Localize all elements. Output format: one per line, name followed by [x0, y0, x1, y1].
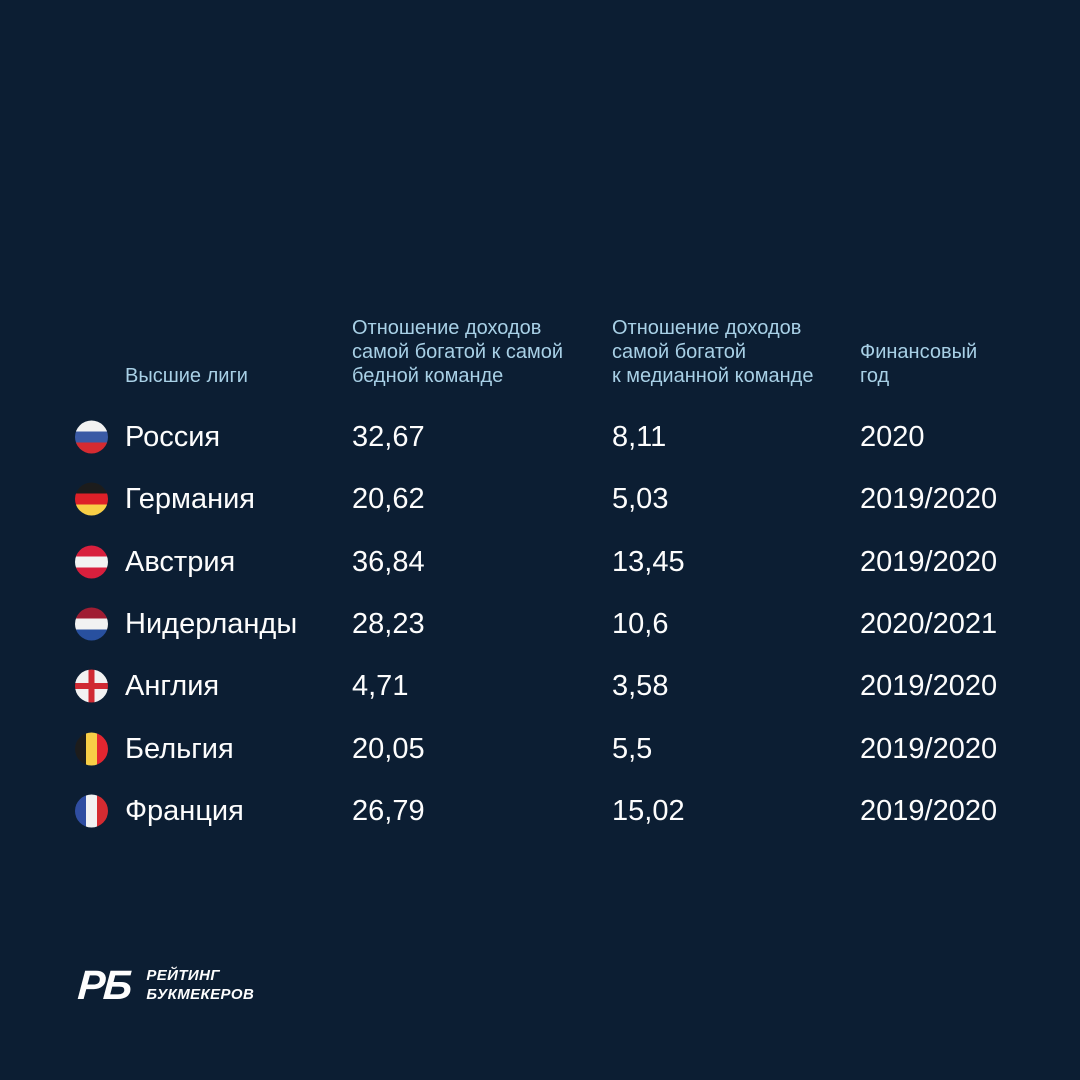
germany-flag-icon	[75, 482, 108, 516]
france-flag-icon	[75, 794, 108, 828]
rich-to-median-value: 3,58	[612, 670, 669, 702]
financial-year-value: 2019/2020	[860, 733, 998, 765]
header-rich-to-median-ratio: Отношение доходов самой богатой к медиан…	[612, 316, 813, 388]
rich-to-poor-value: 26,79	[352, 795, 425, 827]
country-name: Англия	[125, 670, 220, 702]
rich-to-median-value: 13,45	[612, 546, 685, 578]
rb-logo-wordmark: РЕЙТИНГ БУКМЕКЕРОВ	[146, 966, 254, 1004]
russia-flag-icon	[75, 420, 108, 454]
rich-to-poor-value: 20,05	[352, 733, 425, 765]
rich-to-poor-value: 36,84	[352, 546, 425, 578]
header-line: к медианной команде	[612, 365, 814, 387]
header-top-leagues: Высшие лиги	[125, 364, 248, 388]
netherlands-flag-icon	[75, 607, 108, 641]
country-name: Россия	[125, 421, 221, 453]
table-row: Франция 26,79 15,02 2019/2020	[0, 794, 1080, 828]
financial-year-value: 2019/2020	[860, 670, 998, 702]
table-row: Бельгия 20,05 5,5 2019/2020	[0, 732, 1080, 766]
rich-to-poor-value: 28,23	[352, 608, 425, 640]
country-name: Франция	[125, 795, 244, 827]
table-row: Англия 4,71 3,58 2019/2020	[0, 669, 1080, 703]
financial-year-value: 2019/2020	[860, 483, 998, 515]
belgium-flag-icon	[75, 732, 108, 766]
table-header-row: Высшие лиги Отношение доходов самой бога…	[0, 316, 1080, 388]
header-rich-to-poor-ratio: Отношение доходов самой богатой к самой …	[352, 316, 563, 388]
financial-year-value: 2020	[860, 421, 925, 453]
rich-to-median-value: 10,6	[612, 608, 669, 640]
austria-flag-icon	[75, 545, 108, 579]
country-name: Бельгия	[125, 733, 234, 765]
header-line: год	[860, 365, 890, 387]
financial-year-value: 2019/2020	[860, 795, 998, 827]
rich-to-median-value: 5,5	[612, 733, 653, 765]
rb-logo: РБ РЕЙТИНГ БУКМЕКЕРОВ	[76, 962, 254, 1008]
country-name: Нидерланды	[125, 608, 298, 640]
financial-year-value: 2020/2021	[860, 608, 998, 640]
table-row: Нидерланды 28,23 10,6 2020/2021	[0, 607, 1080, 641]
rich-to-poor-value: 32,67	[352, 421, 425, 453]
country-name: Германия	[125, 483, 256, 515]
rich-to-median-value: 8,11	[612, 421, 667, 453]
rb-logo-line2: БУКМЕКЕРОВ	[146, 986, 255, 1003]
header-line: самой богатой к самой	[352, 341, 564, 363]
header-line: Отношение доходов	[352, 317, 542, 339]
financial-year-value: 2019/2020	[860, 546, 998, 578]
header-line: Отношение доходов	[612, 317, 802, 339]
table-row: Германия 20,62 5,03 2019/2020	[0, 482, 1080, 516]
rich-to-poor-value: 20,62	[352, 483, 425, 515]
rb-logo-mark-icon: РБ	[76, 962, 132, 1008]
table-row: Австрия 36,84 13,45 2019/2020	[0, 545, 1080, 579]
header-line: бедной команде	[352, 365, 504, 387]
header-line: Высшие лиги	[125, 365, 248, 387]
rich-to-median-value: 15,02	[612, 795, 685, 827]
rb-logo-line1: РЕЙТИНГ	[146, 967, 220, 984]
rich-to-poor-value: 4,71	[352, 670, 409, 702]
country-name: Австрия	[125, 546, 236, 578]
header-line: Финансовый	[860, 341, 978, 363]
rich-to-median-value: 5,03	[612, 483, 669, 515]
header-financial-year: Финансовый год	[860, 340, 977, 388]
header-line: самой богатой	[612, 341, 747, 363]
table-row: Россия 32,67 8,11 2020	[0, 420, 1080, 454]
england-flag-icon	[75, 669, 108, 703]
